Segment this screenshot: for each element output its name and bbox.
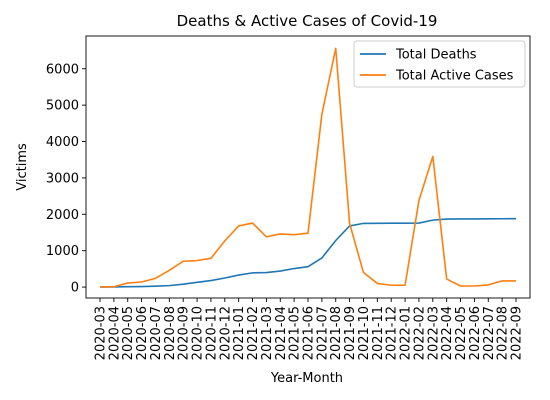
y-tick-label: 6000 (46, 62, 79, 77)
x-tick-label: 2022-05 (454, 306, 469, 360)
x-tick-label: 2022-04 (440, 306, 455, 360)
legend-box (353, 40, 526, 88)
y-tick-label: 1000 (46, 244, 79, 259)
x-tick-label: 2022-03 (426, 306, 441, 360)
y-axis-title: Victims (15, 143, 30, 191)
chart-title: Deaths & Active Cases of Covid-19 (177, 12, 438, 30)
x-tick-label: 2021-10 (357, 306, 372, 360)
x-tick-label: 2022-06 (468, 306, 483, 360)
y-tick-label: 0 (71, 281, 79, 296)
x-tick-label: 2021-04 (274, 306, 289, 360)
x-tick-label: 2020-09 (177, 306, 192, 360)
x-tick-label: 2022-07 (482, 306, 497, 360)
x-tick-label: 2021-08 (329, 306, 344, 360)
x-tick-label: 2020-07 (149, 306, 164, 360)
x-tick-label: 2021-06 (302, 306, 317, 360)
x-axis-title: Year-Month (270, 371, 343, 386)
x-tick-label: 2020-08 (163, 306, 178, 360)
y-tick-label: 5000 (46, 99, 79, 114)
x-tick-label: 2022-01 (399, 306, 414, 360)
x-tick-label: 2021-09 (343, 306, 358, 360)
y-axis: 0 1000 2000 3000 4000 5000 6000 (46, 62, 86, 296)
series-line-1 (99, 217, 517, 288)
x-tick-label: 2022-09 (510, 306, 525, 360)
series-line-2 (99, 47, 516, 288)
legend-label-1: Total Deaths (395, 48, 477, 63)
x-tick-label: 2022-02 (412, 306, 427, 360)
x-tick-label: 2020-12 (218, 306, 233, 360)
x-tick-label: 2021-01 (232, 306, 247, 360)
x-tick-label: 2021-05 (288, 306, 303, 360)
x-tick-label: 2020-11 (204, 306, 219, 360)
y-tick-label: 3000 (46, 171, 79, 186)
x-tick-label: 2021-07 (315, 306, 330, 360)
x-axis: 2020-032020-042020-052020-062020-072020-… (94, 298, 525, 360)
x-tick-label: 2020-06 (135, 306, 150, 360)
x-tick-label: 2021-02 (246, 306, 261, 360)
legend: Total Deaths Total Active Cases (353, 40, 526, 88)
y-tick-label: 4000 (46, 135, 79, 150)
x-tick-label: 2020-10 (191, 306, 206, 360)
x-tick-label: 2020-05 (121, 306, 136, 360)
x-tick-label: 2021-12 (385, 306, 400, 360)
x-tick-label: 2022-08 (496, 306, 511, 360)
x-tick-label: 2021-11 (371, 306, 386, 360)
x-tick-label: 2021-03 (260, 306, 275, 360)
x-tick-label: 2020-04 (107, 306, 122, 360)
legend-label-2: Total Active Cases (395, 69, 514, 84)
y-tick-label: 2000 (46, 208, 79, 223)
x-tick-label: 2020-03 (94, 306, 109, 360)
